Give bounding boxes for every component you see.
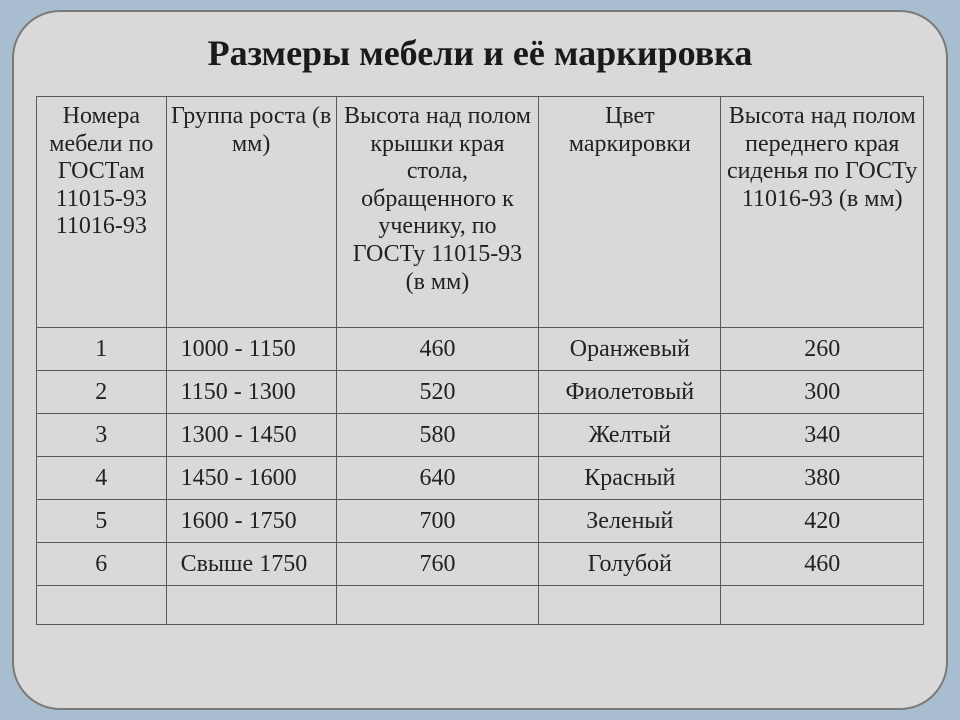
cell: Красный	[539, 457, 721, 500]
cell: Желтый	[539, 414, 721, 457]
cell: 640	[336, 457, 539, 500]
cell: 1150 - 1300	[166, 371, 336, 414]
table-container: Номера мебели по ГОСТам 11015-93 11016-9…	[36, 96, 924, 625]
col-header-4: Высота над полом переднего края сиденья …	[721, 97, 924, 328]
cell: 1300 - 1450	[166, 414, 336, 457]
cell: 580	[336, 414, 539, 457]
table-header-row: Номера мебели по ГОСТам 11015-93 11016-9…	[37, 97, 924, 328]
cell: 460	[721, 543, 924, 586]
page-title: Размеры мебели и её маркировка	[12, 32, 948, 74]
cell	[539, 586, 721, 625]
cell: 1000 - 1150	[166, 328, 336, 371]
cell: 4	[37, 457, 167, 500]
cell: 5	[37, 500, 167, 543]
cell: 420	[721, 500, 924, 543]
col-header-0: Номера мебели по ГОСТам 11015-93 11016-9…	[37, 97, 167, 328]
table-row: 2 1150 - 1300 520 Фиолетовый 300	[37, 371, 924, 414]
cell: 1	[37, 328, 167, 371]
cell: 1600 - 1750	[166, 500, 336, 543]
cell: Оранжевый	[539, 328, 721, 371]
table-row: 4 1450 - 1600 640 Красный 380	[37, 457, 924, 500]
cell	[336, 586, 539, 625]
cell	[37, 586, 167, 625]
cell: Фиолетовый	[539, 371, 721, 414]
cell: Зеленый	[539, 500, 721, 543]
cell: 1450 - 1600	[166, 457, 336, 500]
cell	[721, 586, 924, 625]
cell: 340	[721, 414, 924, 457]
furniture-table: Номера мебели по ГОСТам 11015-93 11016-9…	[36, 96, 924, 625]
cell: 700	[336, 500, 539, 543]
cell: 6	[37, 543, 167, 586]
table-row: 5 1600 - 1750 700 Зеленый 420	[37, 500, 924, 543]
table-row: 6 Свыше 1750 760 Голубой 460	[37, 543, 924, 586]
cell: Голубой	[539, 543, 721, 586]
cell: 460	[336, 328, 539, 371]
content-frame: Размеры мебели и её маркировка Номера ме…	[12, 10, 948, 710]
cell: 760	[336, 543, 539, 586]
cell: 260	[721, 328, 924, 371]
col-header-1: Группа роста (в мм)	[166, 97, 336, 328]
table-row-empty	[37, 586, 924, 625]
col-header-2: Высота над полом крышки края стола, обра…	[336, 97, 539, 328]
cell: 380	[721, 457, 924, 500]
cell: Свыше 1750	[166, 543, 336, 586]
cell: 300	[721, 371, 924, 414]
table-body: 1 1000 - 1150 460 Оранжевый 260 2 1150 -…	[37, 328, 924, 625]
table-row: 1 1000 - 1150 460 Оранжевый 260	[37, 328, 924, 371]
cell: 520	[336, 371, 539, 414]
table-row: 3 1300 - 1450 580 Желтый 340	[37, 414, 924, 457]
col-header-3: Цвет маркировки	[539, 97, 721, 328]
cell: 2	[37, 371, 167, 414]
cell: 3	[37, 414, 167, 457]
cell	[166, 586, 336, 625]
